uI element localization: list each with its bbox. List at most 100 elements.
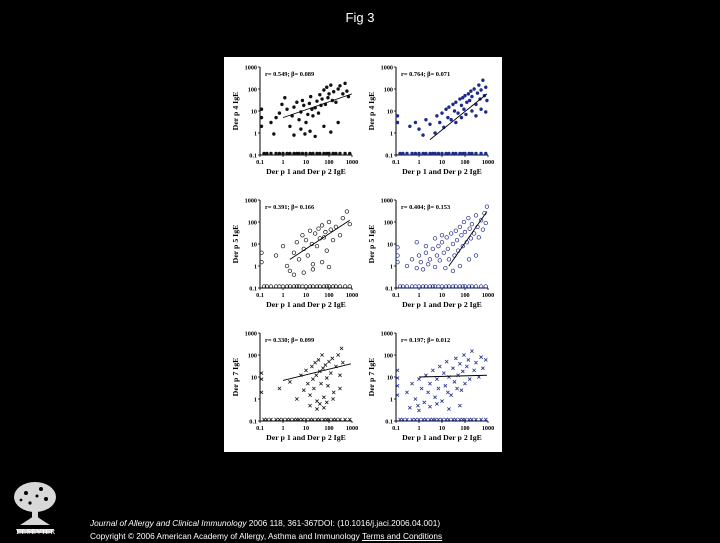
data-point	[319, 381, 323, 386]
data-point	[308, 403, 312, 408]
data-point	[259, 250, 264, 255]
data-point	[427, 284, 433, 289]
data-point	[315, 399, 319, 404]
correlation-annotation: r= 0.391; β= 0.166	[265, 204, 315, 211]
data-point	[419, 386, 424, 391]
data-point	[476, 235, 481, 240]
x-tick-label: 10	[439, 292, 445, 299]
y-axis-label: Der p 4 IgE	[231, 92, 240, 131]
data-point	[297, 151, 301, 156]
data-point	[444, 417, 448, 422]
data-point	[462, 107, 466, 111]
data-point	[292, 151, 296, 156]
data-point	[347, 284, 352, 289]
data-point	[347, 221, 352, 227]
data-point	[465, 100, 469, 104]
x-tick-label: 0.1	[256, 159, 264, 166]
x-tick-label: 1000	[482, 425, 494, 432]
data-point	[315, 151, 319, 156]
data-point	[316, 226, 321, 231]
data-point	[453, 356, 458, 361]
data-point	[264, 284, 270, 289]
x-tick-label: 1000	[346, 292, 358, 299]
data-point	[447, 105, 451, 109]
terms-link[interactable]: Terms and Conditions	[361, 531, 443, 541]
data-point	[434, 253, 440, 258]
data-point	[458, 403, 462, 408]
data-point	[305, 381, 310, 386]
data-point	[470, 151, 474, 156]
data-point	[466, 357, 471, 362]
data-point	[273, 253, 279, 258]
y-tick-label: 1	[254, 264, 257, 271]
data-point	[395, 368, 400, 373]
data-point	[305, 253, 310, 258]
data-point	[326, 219, 332, 225]
data-point	[433, 417, 437, 422]
data-point	[303, 284, 309, 289]
data-point	[294, 397, 299, 401]
data-point	[311, 377, 315, 382]
data-point	[330, 284, 336, 289]
data-point	[333, 224, 339, 230]
data-point	[456, 111, 460, 115]
data-point	[405, 417, 409, 422]
y-tick-label: 1000	[381, 65, 393, 72]
data-point	[444, 107, 448, 111]
elsevier-tree-logo	[8, 479, 62, 535]
data-point	[423, 284, 429, 289]
data-point	[424, 118, 428, 122]
data-point	[334, 100, 338, 104]
data-point	[444, 235, 449, 240]
data-point	[452, 109, 457, 113]
data-point	[313, 134, 317, 139]
data-point	[395, 253, 400, 258]
data-point	[479, 151, 483, 156]
data-point	[265, 151, 269, 156]
data-point	[322, 151, 326, 156]
data-point	[424, 151, 428, 156]
data-point	[433, 131, 437, 135]
data-point	[325, 85, 329, 89]
data-point	[451, 366, 455, 371]
data-point	[291, 284, 297, 289]
data-point	[466, 92, 471, 96]
data-point	[433, 151, 437, 156]
data-point	[478, 218, 484, 223]
data-point	[311, 386, 316, 391]
data-point	[470, 94, 474, 99]
data-point	[437, 364, 442, 369]
data-point	[408, 124, 412, 129]
data-point	[277, 151, 282, 156]
data-point	[288, 151, 292, 156]
y-tick-label: 1	[390, 131, 393, 138]
page-title: Fig 3	[345, 10, 375, 25]
data-point	[467, 151, 471, 156]
data-point	[454, 237, 460, 243]
data-point	[326, 96, 330, 100]
data-point	[424, 373, 428, 378]
data-point	[446, 115, 450, 120]
data-point	[410, 381, 414, 386]
data-point	[410, 417, 414, 422]
data-point	[268, 284, 274, 289]
data-point	[262, 151, 266, 156]
data-point	[288, 124, 292, 129]
data-point	[438, 120, 442, 125]
data-point	[307, 228, 313, 233]
data-point	[463, 151, 467, 156]
data-point	[320, 97, 324, 101]
data-point	[265, 417, 269, 422]
data-point	[473, 284, 479, 289]
x-tick-label: 0.1	[392, 159, 400, 166]
data-point	[259, 371, 264, 376]
data-point	[285, 417, 289, 422]
data-point	[462, 284, 468, 289]
data-point	[421, 133, 425, 137]
data-point	[427, 257, 433, 262]
data-point	[457, 224, 463, 230]
data-point	[280, 243, 286, 249]
data-point	[453, 228, 458, 233]
